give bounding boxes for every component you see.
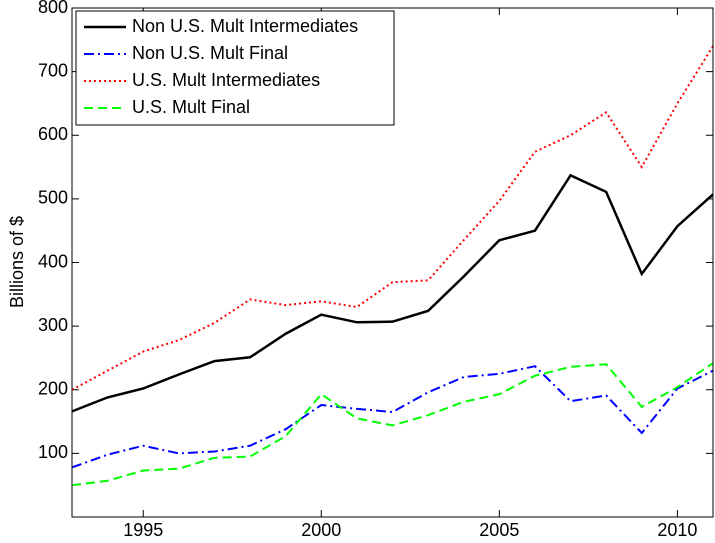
series-line (71, 45, 714, 391)
legend-label: Non U.S. Mult Intermediates (132, 16, 358, 36)
y-tick-label: 700 (38, 60, 68, 80)
x-tick-label: 2000 (301, 520, 341, 540)
y-tick-label: 400 (38, 251, 68, 271)
y-tick-label: 500 (38, 188, 68, 208)
y-tick-label: 300 (38, 315, 68, 335)
series-line (71, 362, 714, 487)
legend-box (75, 10, 395, 126)
x-tick-label: 1995 (123, 520, 163, 540)
y-tick-label: 100 (38, 442, 68, 462)
y-axis-label: Billions of $ (7, 216, 27, 308)
x-tick-label: 2010 (657, 520, 697, 540)
plot-frame (71, 7, 714, 518)
legend-label: Non U.S. Mult Final (132, 43, 288, 63)
legend-label: U.S. Mult Intermediates (132, 70, 320, 90)
series-line (71, 173, 714, 413)
y-tick-label: 200 (38, 379, 68, 399)
y-tick-label: 600 (38, 124, 68, 144)
series-line (71, 365, 714, 469)
legend-label: U.S. Mult Final (132, 97, 250, 117)
y-tick-label: 800 (38, 0, 68, 17)
x-tick-label: 2005 (479, 520, 519, 540)
